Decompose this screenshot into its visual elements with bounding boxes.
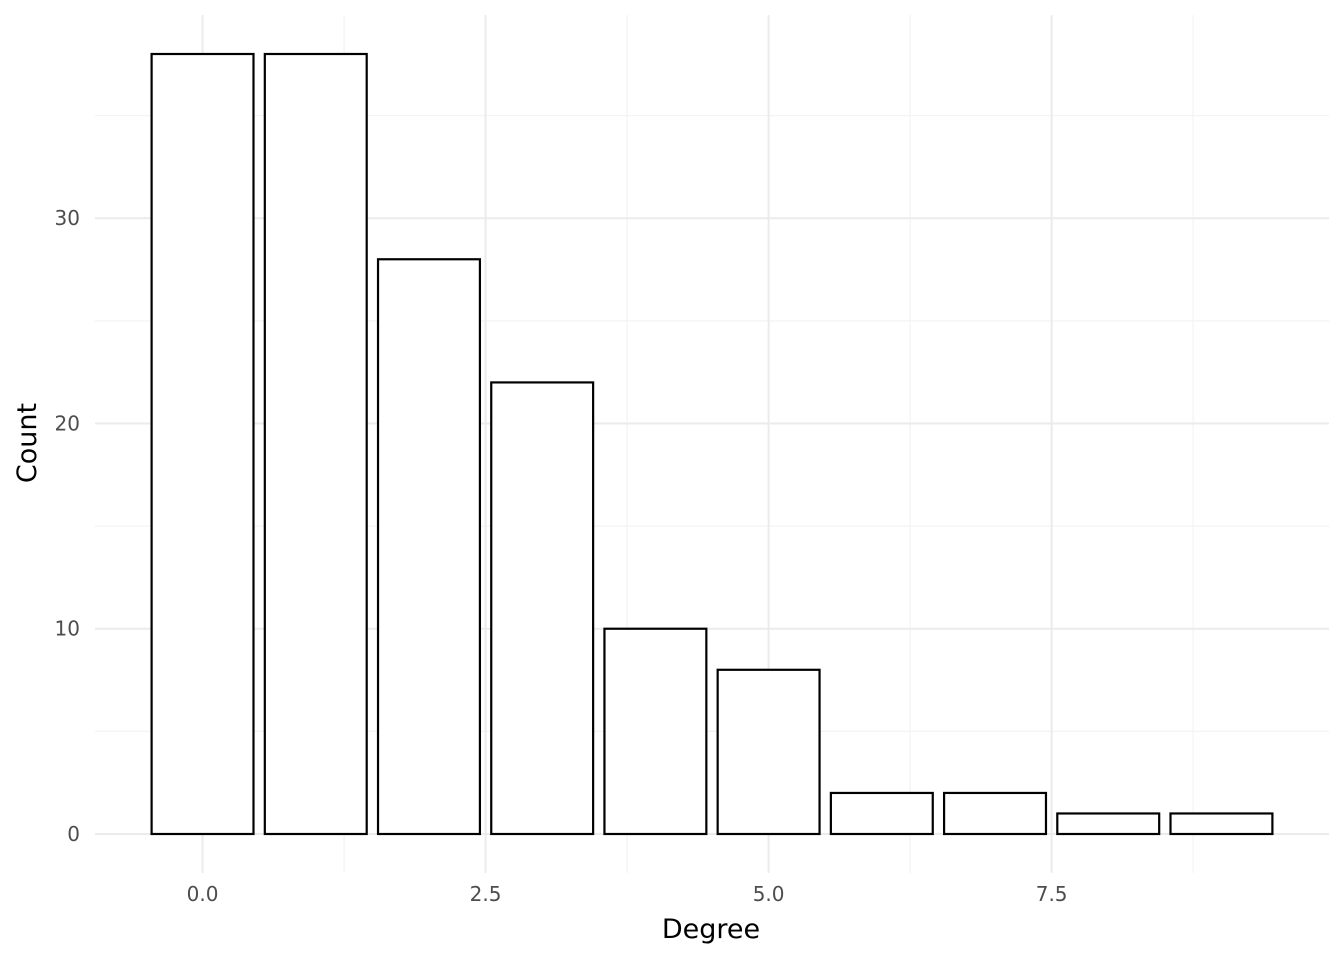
- x-axis-title: Degree: [662, 914, 760, 945]
- bar: [1056, 812, 1161, 836]
- bar: [942, 791, 1048, 836]
- bar: [829, 791, 934, 836]
- bar: [490, 381, 595, 836]
- x-tick-label: 5.0: [753, 882, 785, 906]
- bar: [1169, 812, 1274, 836]
- bar: [603, 627, 708, 836]
- bar: [150, 52, 255, 836]
- y-axis-title: Count: [12, 403, 43, 483]
- x-axis-ticks: 0.0 2.5 5.0 7.5: [187, 882, 1068, 906]
- bars: [150, 52, 1274, 836]
- x-tick-label: 2.5: [470, 882, 502, 906]
- bar: [376, 258, 482, 836]
- bar: [263, 52, 368, 836]
- y-tick-label: 10: [55, 617, 80, 641]
- y-axis-ticks: 0 10 20 30: [55, 206, 80, 846]
- y-tick-label: 30: [55, 206, 80, 230]
- y-tick-label: 20: [55, 411, 80, 435]
- bar: [716, 668, 821, 836]
- y-tick-label: 0: [67, 822, 80, 846]
- x-tick-label: 7.5: [1036, 882, 1068, 906]
- x-tick-label: 0.0: [187, 882, 219, 906]
